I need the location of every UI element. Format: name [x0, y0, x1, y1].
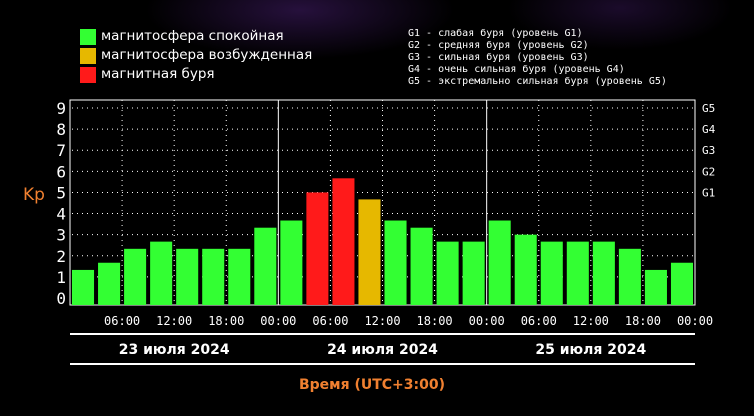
- legend-swatch-storm: [80, 67, 96, 83]
- y-tick-label: 8: [56, 120, 66, 139]
- x-tick-label: 00:00: [260, 314, 296, 328]
- day-label: 25 июля 2024: [535, 342, 646, 358]
- x-tick-label: 12:00: [573, 314, 609, 328]
- x-tick-label: 06:00: [521, 314, 557, 328]
- y-tick-label: 6: [56, 162, 66, 181]
- y-axis-label: Kp: [23, 185, 45, 205]
- x-tick-label: 06:00: [312, 314, 348, 328]
- kp-bar: [410, 227, 433, 305]
- g-level-tick-label: G1: [702, 186, 715, 199]
- kp-bar: [280, 220, 303, 305]
- kp-bar: [150, 241, 173, 305]
- legend-swatch-quiet: [80, 29, 96, 45]
- kp-bar: [618, 248, 641, 305]
- storm-level-g5: G5 - экстремально сильная буря (уровень …: [408, 76, 667, 87]
- y-tick-label: 2: [56, 247, 66, 266]
- kp-bar: [228, 248, 251, 305]
- kp-bar: [124, 248, 147, 305]
- kp-bar: [72, 269, 95, 305]
- kp-bar: [358, 199, 381, 305]
- x-tick-label: 18:00: [417, 314, 453, 328]
- kp-bar: [98, 262, 121, 305]
- kp-bar: [566, 241, 589, 305]
- y-tick-label: 1: [56, 268, 66, 287]
- kp-bar: [670, 262, 693, 305]
- x-tick-label: 12:00: [156, 314, 192, 328]
- g-level-tick-label: G2: [702, 165, 715, 178]
- kp-bar: [332, 178, 355, 305]
- storm-level-g2: G2 - средняя буря (уровень G2): [408, 40, 589, 51]
- g-level-tick-label: G4: [702, 123, 716, 136]
- day-label: 23 июля 2024: [119, 342, 230, 358]
- kp-bar: [254, 227, 277, 305]
- kp-bar: [592, 241, 615, 305]
- storm-level-g3: G3 - сильная буря (уровень G3): [408, 52, 589, 63]
- legend-label-storm: магнитная буря: [101, 66, 215, 82]
- y-tick-label: 9: [56, 99, 66, 118]
- kp-bar: [540, 241, 563, 305]
- legend-swatch-active: [80, 48, 96, 64]
- kp-bar: [306, 192, 329, 305]
- x-tick-label: 12:00: [364, 314, 400, 328]
- kp-bar: [176, 248, 199, 305]
- kp-bar: [202, 248, 225, 305]
- x-tick-label: 18:00: [625, 314, 661, 328]
- x-tick-label: 18:00: [208, 314, 244, 328]
- kp-bar: [644, 269, 667, 305]
- y-tick-label: 0: [56, 289, 66, 308]
- kp-bar: [488, 220, 511, 305]
- kp-bar: [462, 241, 485, 305]
- x-tick-label: 00:00: [469, 314, 505, 328]
- y-tick-label: 3: [56, 226, 66, 245]
- legend-label-quiet: магнитосфера спокойная: [101, 28, 284, 44]
- legend-label-active: магнитосфера возбужденная: [101, 47, 313, 63]
- g-level-tick-label: G3: [702, 144, 715, 157]
- x-tick-label: 06:00: [104, 314, 140, 328]
- day-label: 24 июля 2024: [327, 342, 438, 358]
- storm-level-g4: G4 - очень сильная буря (уровень G4): [408, 64, 625, 75]
- storm-level-g1: G1 - слабая буря (уровень G1): [408, 28, 583, 39]
- x-axis-label: Время (UTC+3:00): [299, 377, 445, 393]
- kp-bar: [384, 220, 407, 305]
- x-tick-label: 00:00: [677, 314, 713, 328]
- kp-bar: [514, 234, 537, 305]
- y-tick-label: 4: [56, 205, 66, 224]
- y-tick-label: 7: [56, 141, 66, 160]
- kp-bar: [436, 241, 459, 305]
- y-tick-label: 5: [56, 183, 66, 202]
- g-level-tick-label: G5: [702, 102, 715, 115]
